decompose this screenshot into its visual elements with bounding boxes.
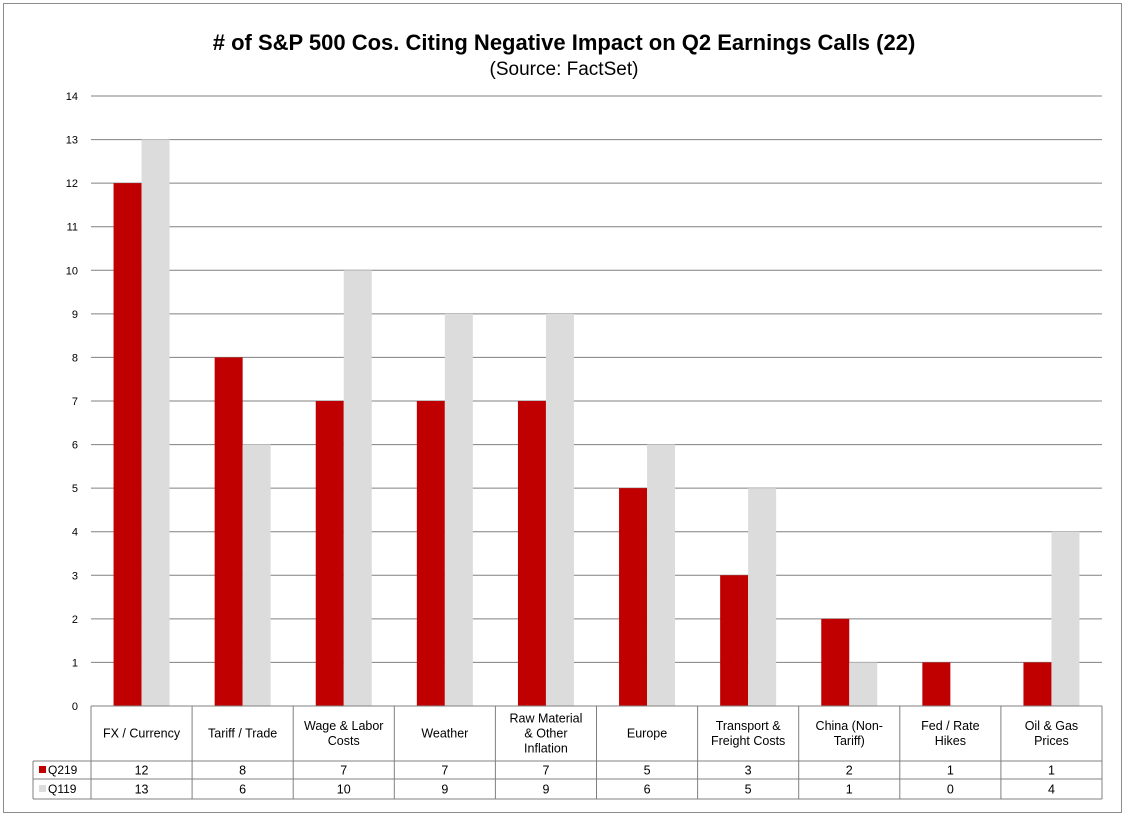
data-label-q119: 4	[1048, 783, 1055, 797]
bar-q119	[1051, 531, 1080, 706]
y-tick-label: 6	[72, 440, 78, 452]
legend-label-q219: Q219	[48, 763, 78, 777]
data-label-q219: 5	[644, 764, 651, 778]
y-tick-label: 3	[72, 570, 78, 582]
data-label-q119: 13	[135, 783, 149, 797]
y-tick-label: 10	[66, 265, 78, 277]
bar-q119	[242, 444, 271, 706]
y-tick-label: 9	[72, 309, 78, 321]
legend-label-q119: Q119	[48, 782, 77, 796]
data-label-q119: 5	[745, 783, 752, 797]
bar-q119	[545, 313, 574, 706]
data-label-q219: 1	[1048, 764, 1055, 778]
data-label-q219: 7	[542, 764, 549, 778]
data-label-q119: 10	[337, 783, 351, 797]
y-tick-label: 13	[66, 135, 78, 147]
bar-q219	[517, 401, 546, 706]
data-label-q119: 0	[947, 783, 954, 797]
y-tick-label: 1	[72, 657, 78, 669]
y-tick-label: 5	[72, 483, 78, 495]
category-label: Europe	[627, 727, 667, 741]
category-label: Raw Material & Other Inflation	[509, 712, 582, 756]
chart-subtitle: (Source: FactSet)	[489, 59, 639, 80]
category-label: Oil & Gas Prices	[1025, 719, 1079, 748]
bar-q219	[922, 662, 951, 706]
bar-q119	[849, 662, 878, 706]
bar-q219	[113, 183, 142, 707]
y-tick-label: 12	[66, 178, 78, 190]
bar-q219	[1023, 662, 1052, 706]
y-tick-label: 14	[66, 91, 78, 103]
chart-title: # of S&P 500 Cos. Citing Negative Impact…	[212, 30, 916, 55]
y-tick-label: 7	[72, 396, 78, 408]
bar-q119	[343, 270, 372, 706]
category-label: Wage & Labor Costs	[304, 719, 383, 748]
y-tick-label: 11	[67, 222, 78, 234]
category-label: Weather	[421, 727, 468, 741]
data-label-q219: 12	[135, 764, 149, 778]
category-label: Transport & Freight Costs	[711, 719, 785, 748]
data-label-q119: 1	[846, 783, 853, 797]
data-label-q219: 7	[441, 764, 448, 778]
data-label-q119: 6	[239, 783, 246, 797]
legend-key-q119	[39, 785, 46, 792]
bar-q119	[141, 139, 170, 707]
legend-key-q219	[39, 766, 46, 773]
bar-q119	[444, 313, 473, 706]
category-label: FX / Currency	[103, 727, 181, 741]
category-label: Fed / Rate Hikes	[921, 719, 979, 748]
y-tick-label: 2	[72, 614, 78, 626]
data-label-q219: 7	[340, 764, 347, 778]
data-label-q119: 9	[441, 783, 448, 797]
data-label-q219: 8	[239, 764, 246, 778]
data-label-q219: 3	[745, 764, 752, 778]
data-label-q119: 9	[542, 783, 549, 797]
y-tick-label: 0	[72, 701, 78, 713]
category-label: China (Non-Tariff)	[816, 719, 883, 748]
data-label-q219: 2	[846, 764, 853, 778]
data-label-q119: 6	[644, 783, 651, 797]
bar-q219	[619, 488, 648, 706]
data-label-q219: 1	[947, 764, 954, 778]
category-label: Tariff / Trade	[208, 727, 277, 741]
y-tick-label: 8	[72, 352, 78, 364]
bar-q219	[214, 357, 243, 706]
bar-q219	[821, 618, 850, 706]
bar-q219	[416, 401, 445, 706]
y-tick-label: 4	[72, 527, 78, 539]
bar-q119	[748, 488, 777, 706]
bar-q219	[315, 401, 344, 706]
bar-q219	[720, 575, 749, 706]
bar-q119	[647, 444, 676, 706]
